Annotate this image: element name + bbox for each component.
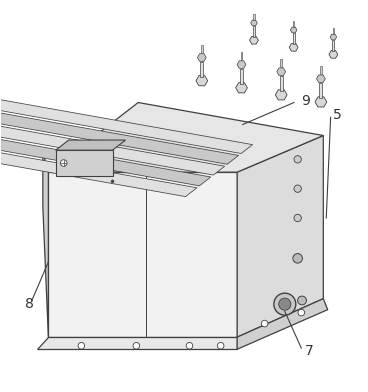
Polygon shape: [56, 150, 113, 176]
Bar: [254, 14, 255, 20]
Text: 9: 9: [301, 94, 310, 109]
Circle shape: [298, 296, 307, 305]
Circle shape: [294, 185, 301, 192]
Circle shape: [274, 293, 296, 315]
Text: 5: 5: [332, 108, 341, 122]
Bar: [240, 69, 243, 83]
Polygon shape: [48, 103, 323, 172]
Circle shape: [60, 160, 67, 166]
Circle shape: [217, 343, 224, 349]
Circle shape: [111, 180, 114, 183]
Circle shape: [293, 254, 302, 263]
Polygon shape: [0, 98, 238, 164]
Polygon shape: [43, 152, 48, 337]
Polygon shape: [0, 87, 252, 154]
Bar: [241, 52, 242, 60]
Circle shape: [298, 309, 305, 316]
Polygon shape: [237, 299, 328, 349]
Text: 8: 8: [25, 297, 33, 311]
Polygon shape: [48, 172, 237, 337]
Bar: [253, 26, 255, 37]
Text: 7: 7: [305, 344, 314, 358]
Bar: [293, 33, 295, 44]
Bar: [319, 83, 322, 98]
Polygon shape: [56, 140, 125, 150]
Polygon shape: [0, 130, 197, 197]
Circle shape: [261, 320, 268, 327]
Polygon shape: [0, 108, 225, 175]
Bar: [280, 59, 282, 67]
Circle shape: [78, 343, 85, 349]
Circle shape: [294, 214, 301, 221]
Circle shape: [133, 343, 139, 349]
Polygon shape: [38, 337, 237, 349]
Bar: [280, 76, 283, 91]
Polygon shape: [0, 119, 211, 186]
Circle shape: [294, 156, 301, 163]
Bar: [200, 62, 203, 76]
Bar: [320, 66, 322, 74]
Bar: [332, 40, 335, 51]
Bar: [333, 28, 334, 34]
Polygon shape: [237, 136, 323, 337]
Bar: [293, 21, 294, 27]
Bar: [201, 45, 202, 53]
Circle shape: [186, 343, 193, 349]
Circle shape: [279, 298, 291, 310]
